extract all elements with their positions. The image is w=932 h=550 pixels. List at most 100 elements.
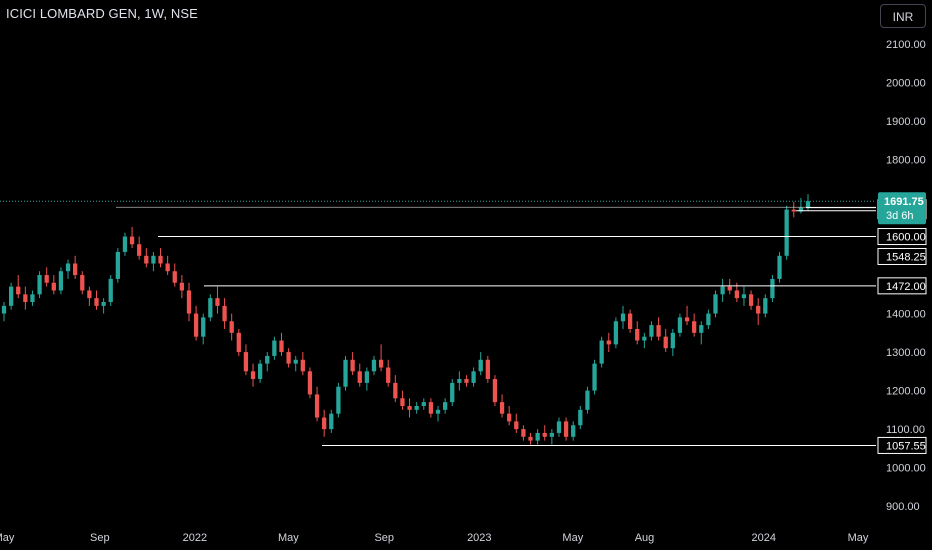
candle-body — [122, 236, 128, 252]
candle-body — [784, 209, 789, 256]
x-tick-label: 2023 — [467, 532, 491, 544]
candle-body — [514, 421, 519, 430]
candle-body — [478, 359, 483, 372]
candle-body — [336, 386, 341, 414]
candle-body — [492, 379, 498, 403]
y-tick-label: 1800.00 — [886, 155, 926, 167]
candle-body — [407, 405, 412, 410]
candle-body — [528, 436, 533, 441]
candle-body — [692, 321, 697, 333]
candle-body — [428, 402, 434, 414]
candle-body — [805, 201, 811, 208]
level-price-box — [877, 277, 927, 295]
candle-body — [172, 271, 177, 283]
candle-body — [165, 263, 170, 272]
candle-body — [115, 251, 120, 279]
candle-body — [642, 336, 647, 341]
candle-body — [222, 305, 227, 322]
candle-body — [613, 321, 619, 345]
candle-body — [151, 255, 156, 264]
candle-body — [663, 336, 668, 349]
candle-body — [542, 432, 547, 437]
candle-body — [250, 371, 256, 380]
candle-body — [727, 286, 732, 291]
candle-body — [435, 409, 441, 414]
candle-body — [44, 275, 49, 283]
candle-body — [635, 328, 640, 341]
candle-body — [179, 282, 185, 291]
candle-body — [677, 317, 683, 333]
candle-body — [393, 382, 398, 399]
candle-body — [627, 313, 633, 329]
level-price-label: 1057.55 — [886, 440, 926, 452]
candle-body — [770, 278, 775, 299]
candle-body — [699, 325, 704, 333]
candle-body — [535, 432, 540, 441]
candle-body — [400, 398, 405, 406]
level-price-box — [877, 247, 927, 265]
candle-body — [457, 379, 462, 383]
candle-body — [243, 352, 249, 372]
last-price-label: 1691.75 — [884, 196, 924, 208]
last-price-badge — [878, 192, 926, 225]
x-tick-label: 2024 — [751, 532, 775, 544]
x-tick-label: Sep — [90, 532, 110, 544]
candle-body — [329, 413, 334, 430]
candle-body — [471, 371, 476, 383]
candle-body — [158, 255, 163, 264]
candle-body — [314, 394, 320, 418]
candle-body — [485, 359, 490, 380]
candle-body — [343, 359, 348, 387]
candle-body — [620, 313, 626, 322]
candle-body — [8, 286, 14, 306]
candle-body — [549, 432, 554, 437]
candle-body — [236, 332, 241, 353]
candle-body — [186, 290, 192, 314]
candle-body — [720, 286, 725, 295]
level-price-label: 1548.25 — [886, 251, 926, 263]
y-tick-label: 1200.00 — [886, 386, 926, 398]
candle-body — [279, 340, 284, 353]
candle-body — [73, 263, 78, 276]
candle-body — [606, 340, 611, 345]
candle-body — [201, 317, 206, 337]
candle-body — [30, 294, 35, 303]
candle-body — [129, 236, 135, 245]
candle-countdown: 3d 6h — [886, 210, 914, 222]
currency-button[interactable]: INR — [880, 4, 926, 28]
candle-body — [464, 379, 469, 383]
y-tick-label: 2100.00 — [886, 39, 926, 51]
candle-body — [300, 359, 305, 372]
candle-body — [193, 313, 199, 337]
candle-body — [499, 402, 505, 414]
x-tick-label: May — [0, 532, 15, 544]
y-tick-label: 1300.00 — [886, 347, 926, 359]
candle-body — [286, 352, 291, 364]
candle-body — [215, 298, 220, 306]
candle-body — [556, 421, 562, 433]
candle-body — [208, 298, 213, 318]
candle-body — [357, 371, 362, 383]
candle-body — [741, 294, 747, 299]
candle-body — [51, 282, 56, 291]
candle-body — [229, 321, 234, 333]
candle-body — [137, 244, 142, 256]
y-tick-label: 900.00 — [886, 501, 920, 513]
x-tick-label: May — [278, 532, 299, 544]
candle-body — [585, 390, 590, 410]
candle-body — [371, 359, 377, 372]
level-price-box — [877, 436, 927, 454]
candle-body — [763, 298, 768, 314]
candle-body — [272, 340, 277, 356]
y-tick-label: 1400.00 — [886, 309, 926, 321]
y-tick-label: 1100.00 — [886, 424, 925, 436]
x-tick-label: Aug — [635, 532, 655, 544]
candle-body — [322, 417, 327, 430]
candle-body — [350, 359, 355, 372]
candle-body — [748, 294, 754, 306]
level-price-box — [877, 228, 927, 246]
candle-body — [23, 294, 28, 303]
candle-body — [798, 207, 804, 212]
candle-body — [386, 367, 391, 383]
